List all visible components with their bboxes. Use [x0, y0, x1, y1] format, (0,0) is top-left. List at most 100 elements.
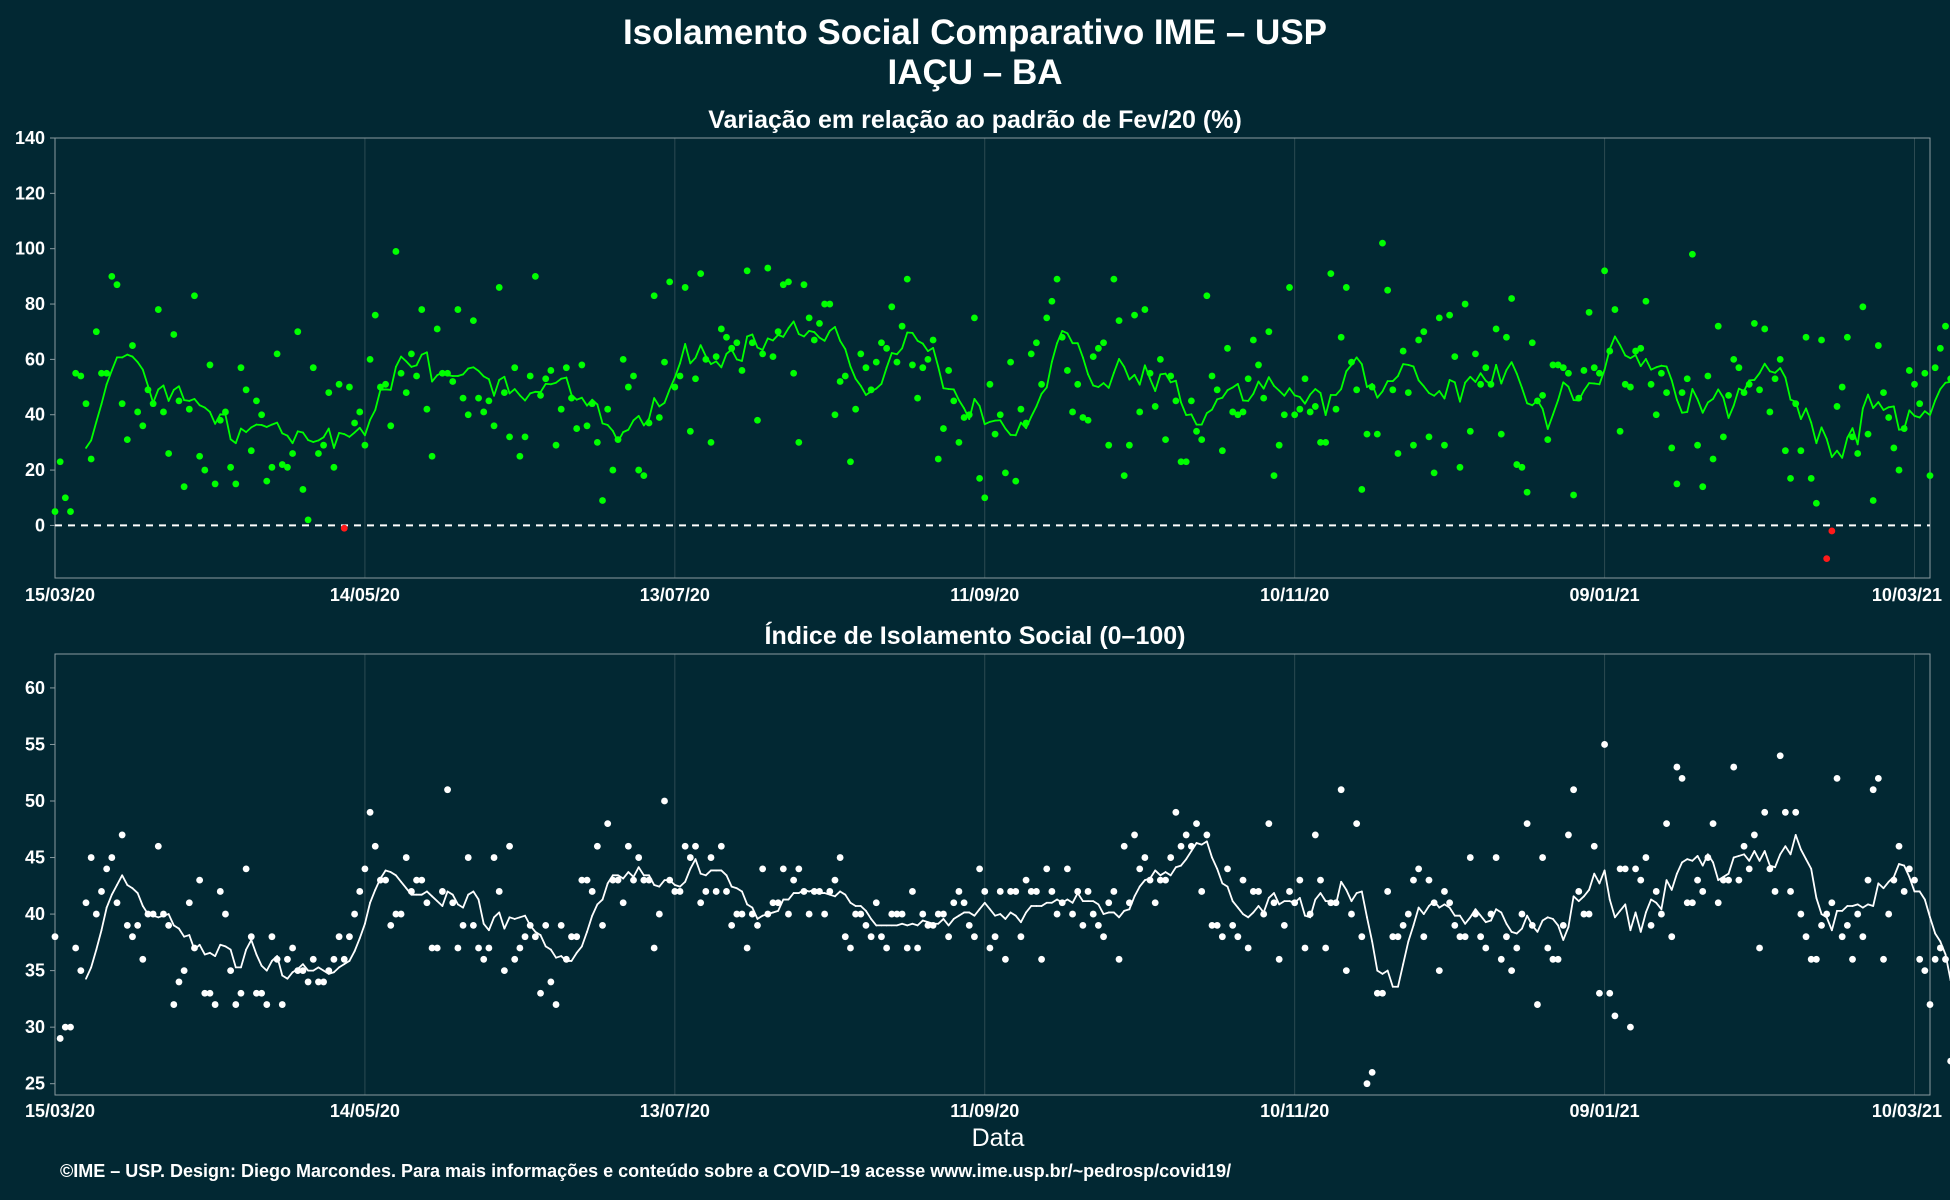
index-data-point [883, 944, 891, 952]
variation-moving-average-segment [353, 426, 361, 434]
index-moving-average-segment [937, 918, 945, 925]
variation-moving-average-segment [1216, 396, 1224, 401]
index-moving-average-segment [1164, 871, 1172, 877]
variation-data-point [144, 386, 152, 394]
variation-data-point [1461, 300, 1469, 308]
index-data-point [1177, 842, 1185, 850]
variation-data-point [1843, 333, 1851, 341]
index-data-point [790, 876, 798, 884]
variation-data-point [950, 397, 958, 405]
variation-data-point [609, 466, 617, 474]
variation-moving-average-segment [126, 353, 134, 358]
variation-data-point [878, 339, 885, 347]
index-moving-average-segment [1536, 919, 1544, 933]
index-data-point [516, 944, 524, 952]
variation-data-point [1802, 333, 1810, 341]
variation-moving-average-segment [983, 420, 991, 426]
index-data-point [1714, 899, 1722, 907]
index-data-point [454, 944, 462, 952]
variation-x-tick-label: 13/07/20 [640, 585, 710, 605]
index-data-point [712, 888, 720, 895]
index-moving-average-segment [704, 869, 712, 877]
index-data-point [1528, 921, 1536, 929]
variation-moving-average-segment [1608, 335, 1616, 351]
variation-moving-average-segment [1505, 361, 1513, 371]
variation-moving-average-segment [880, 366, 888, 385]
variation-moving-average-segment [1180, 401, 1188, 417]
variation-data-point [1482, 364, 1490, 372]
index-moving-average-segment [1851, 903, 1859, 907]
variation-data-point [454, 306, 462, 313]
variation-y-tick-label: 60 [25, 349, 45, 369]
index-data-point [1348, 910, 1355, 918]
index-moving-average-segment [85, 966, 93, 980]
variation-data-point [1441, 441, 1448, 449]
index-data-point [1580, 910, 1588, 918]
index-data-point [991, 933, 999, 941]
index-data-point [438, 888, 446, 895]
variation-data-point [1797, 447, 1805, 455]
index-data-point [960, 899, 968, 907]
index-data-point [754, 921, 761, 929]
index-data-point [1461, 933, 1469, 941]
index-moving-average-segment [1629, 911, 1637, 932]
variation-moving-average-segment [1784, 376, 1792, 401]
index-data-point [469, 921, 477, 929]
index-moving-average-segment [441, 890, 449, 907]
index-data-point [635, 854, 643, 861]
variation-moving-average-segment [1360, 363, 1368, 388]
variation-moving-average-segment [648, 397, 656, 420]
index-moving-average-segment [539, 934, 547, 948]
index-data-point [51, 933, 59, 941]
variation-data-point [1590, 364, 1598, 372]
index-moving-average-segment [1918, 890, 1926, 901]
index-data-point [1523, 820, 1531, 828]
index-data-point [72, 944, 80, 952]
index-data-point [738, 910, 746, 918]
index-x-tick-label: 13/07/20 [640, 1101, 710, 1121]
index-moving-average-segment [1407, 924, 1415, 943]
variation-data-point [201, 466, 209, 474]
variation-data-point [624, 383, 632, 391]
variation-moving-average-segment [637, 415, 645, 427]
variation-moving-average-segment [1598, 368, 1606, 386]
variation-moving-average-segment [1479, 372, 1487, 382]
variation-data-point [1430, 469, 1438, 477]
index-data-point [1719, 876, 1727, 884]
variation-moving-average-segment [493, 379, 501, 397]
index-moving-average-segment [1799, 848, 1807, 861]
variation-moving-average-segment [198, 404, 206, 409]
variation-data-point [1007, 358, 1014, 366]
index-moving-average-segment [632, 866, 640, 878]
variation-moving-average-segment [462, 367, 470, 376]
index-data-point [1451, 921, 1459, 929]
index-moving-average-segment [1216, 867, 1224, 885]
variation-data-point [1446, 311, 1454, 319]
index-moving-average-segment [214, 943, 222, 957]
variation-data-point [1002, 469, 1009, 477]
variation-data-point [1146, 369, 1154, 377]
index-moving-average-segment [1262, 897, 1270, 914]
index-moving-average-segment [658, 879, 666, 888]
index-data-point [180, 967, 188, 975]
index-moving-average-segment [1665, 879, 1673, 891]
index-data-point [1286, 888, 1293, 895]
variation-moving-average-segment [1118, 358, 1126, 368]
index-data-point [805, 910, 813, 918]
variation-moving-average-segment [420, 351, 428, 356]
index-data-point [1291, 899, 1299, 907]
index-moving-average-segment [172, 924, 180, 930]
variation-data-point [1807, 474, 1815, 482]
variation-y-tick-label: 0 [35, 515, 45, 535]
variation-data-point [191, 292, 198, 300]
variation-data-point [573, 425, 581, 432]
variation-moving-average-segment [1278, 389, 1286, 397]
index-data-point [1905, 865, 1913, 873]
index-moving-average-segment [420, 890, 428, 896]
variation-data-point [697, 270, 705, 277]
index-moving-average-segment [906, 922, 914, 927]
variation-moving-average-segment [110, 356, 118, 372]
variation-data-point [981, 494, 989, 502]
variation-moving-average-segment [684, 343, 692, 365]
variation-moving-average-segment [1753, 372, 1761, 381]
